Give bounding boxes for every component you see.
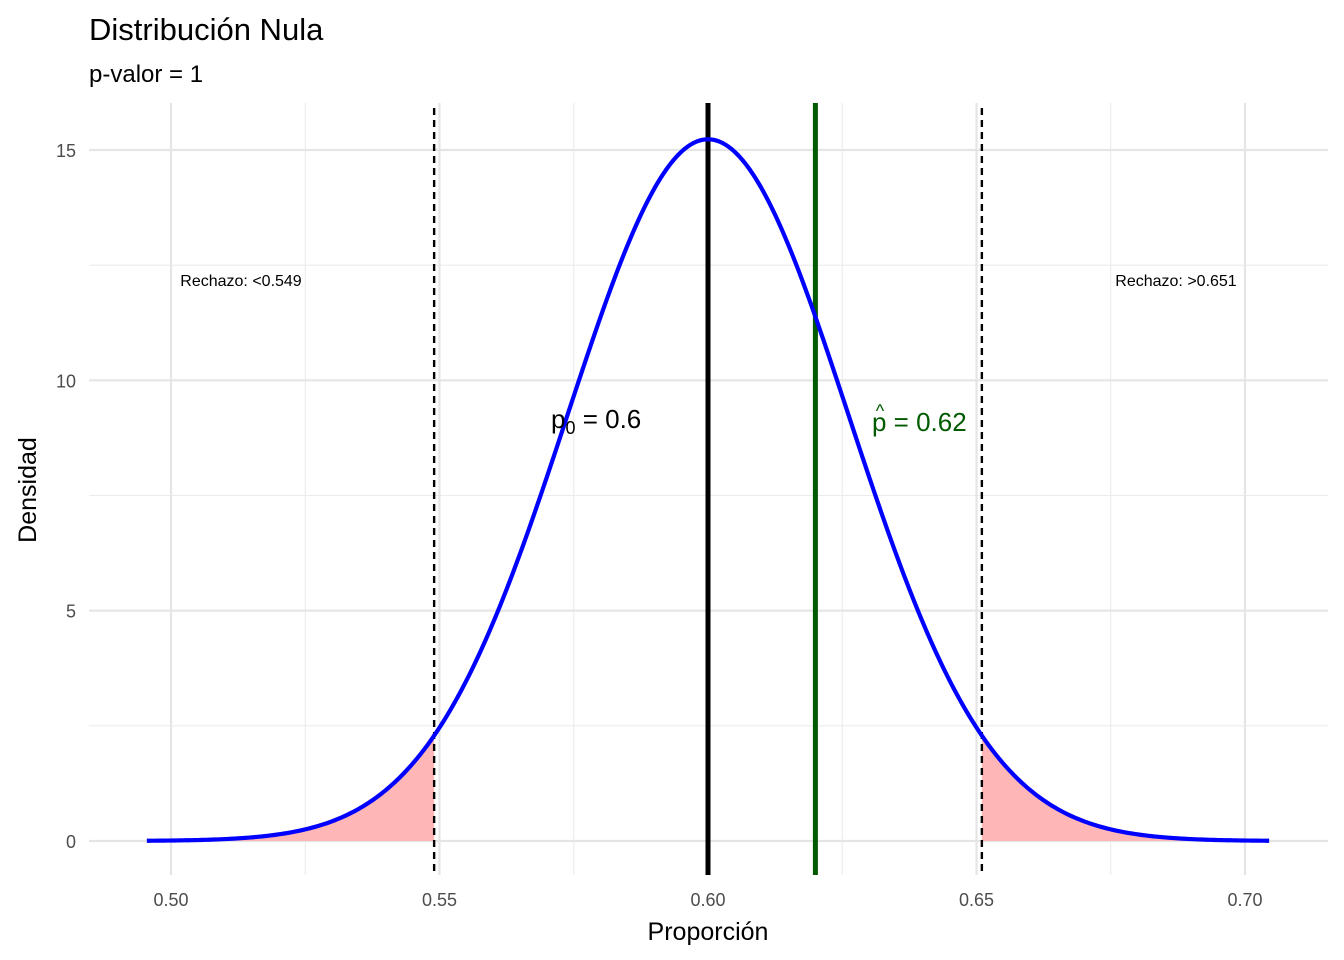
x-tick-label: 0.60 xyxy=(690,890,725,910)
density-curve-group xyxy=(146,137,1270,843)
rejection-region-lower xyxy=(146,735,435,841)
density-curve xyxy=(146,137,1270,843)
y-tick-label: 10 xyxy=(56,371,76,391)
annotation-p-hat: p = 0.62 xyxy=(872,407,967,437)
x-axis-title: Proporción xyxy=(648,918,769,946)
y-tick-label: 0 xyxy=(66,832,76,852)
y-tick-label: 15 xyxy=(56,141,76,161)
rejection-label-upper: Rechazo: >0.651 xyxy=(1115,273,1237,290)
chart-labels: Rechazo: <0.549 Rechazo: >0.651 p0 = 0.6 p … xyxy=(180,273,1237,438)
chart-title: Distribución Nula xyxy=(89,12,324,47)
rejection-label-lower: Rechazo: <0.549 xyxy=(180,273,302,290)
reference-lines xyxy=(705,103,818,875)
x-tick-label: 0.65 xyxy=(959,890,994,910)
annotation-p-hat-hat: ^ xyxy=(876,401,885,421)
axis-ticks: 0.50 0.55 0.60 0.65 0.70 0 5 10 15 xyxy=(56,141,1263,910)
x-tick-label: 0.55 xyxy=(422,890,457,910)
x-tick-label: 0.50 xyxy=(153,890,188,910)
annotation-p0: p0 = 0.6 xyxy=(551,404,641,438)
y-axis-title: Densidad xyxy=(14,437,42,543)
chart-subtitle: p-valor = 1 xyxy=(89,61,203,88)
rejection-region-upper xyxy=(981,735,1270,841)
y-tick-label: 5 xyxy=(66,602,76,622)
x-tick-label: 0.70 xyxy=(1227,890,1262,910)
rejection-regions xyxy=(146,108,1270,875)
